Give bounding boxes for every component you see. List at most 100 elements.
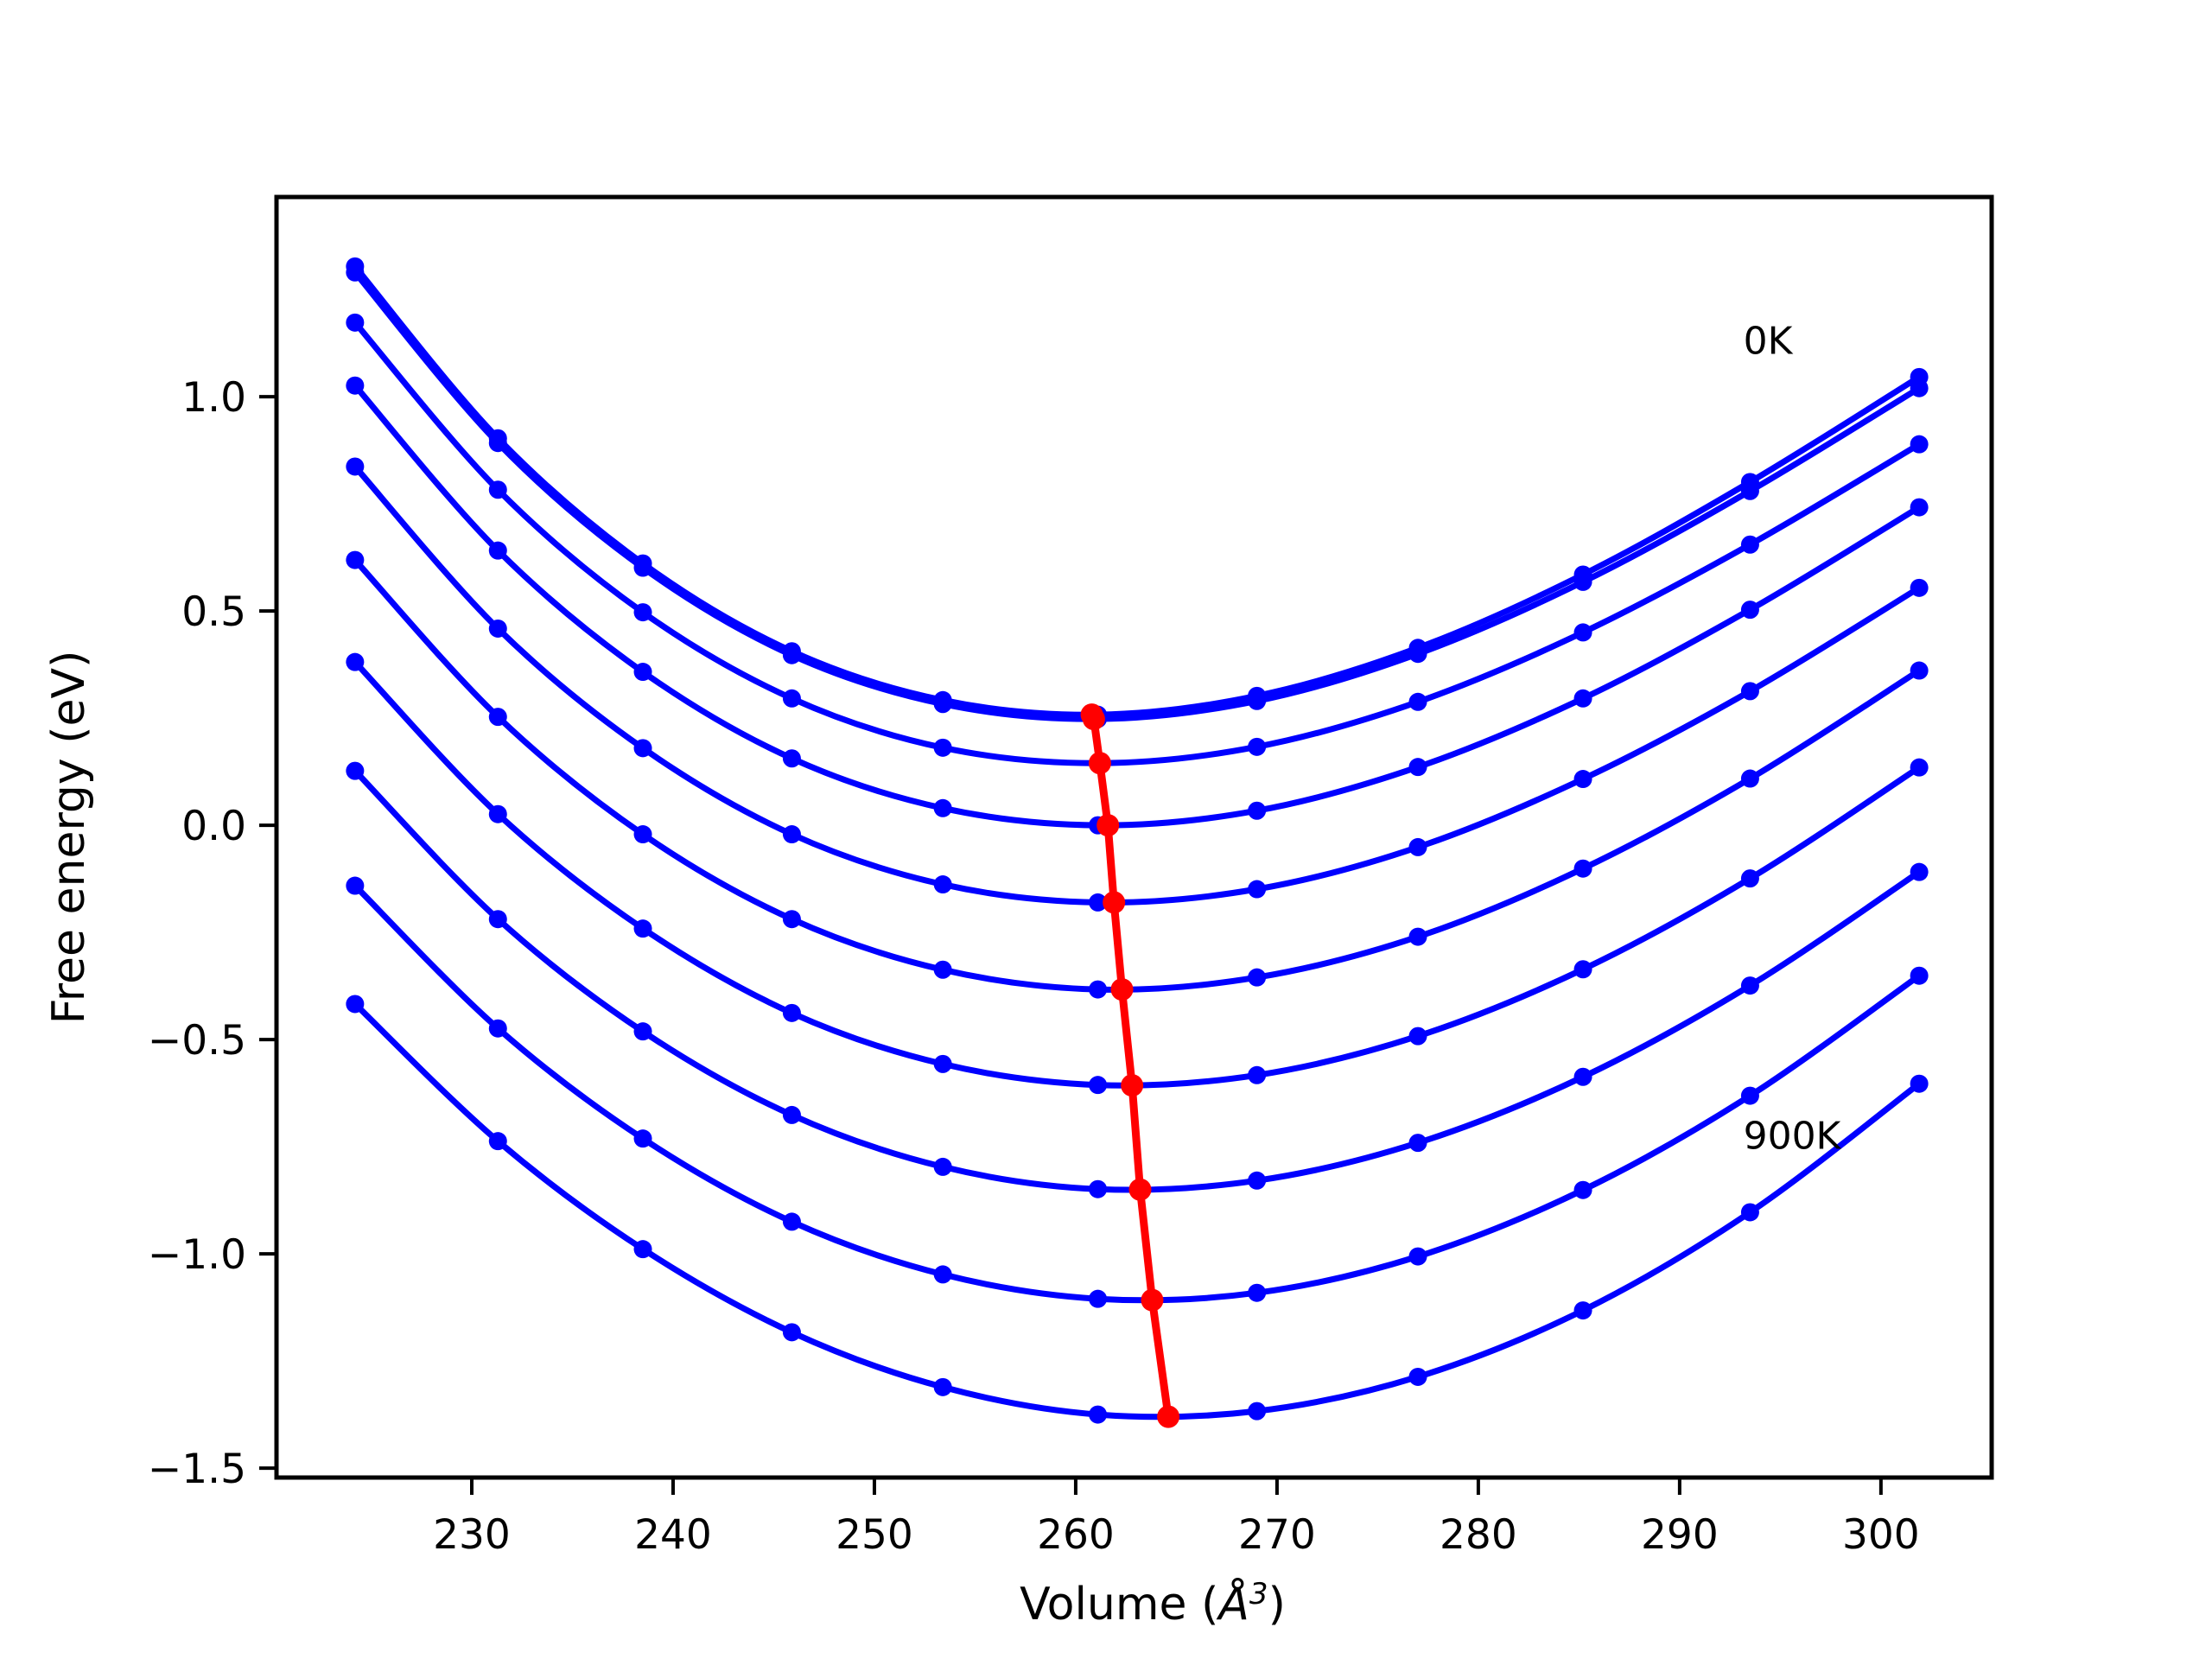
data-point-700K bbox=[1573, 1067, 1592, 1086]
data-point-700K bbox=[346, 761, 365, 780]
x-tick-label: 250 bbox=[836, 1511, 913, 1559]
data-point-200K bbox=[1910, 435, 1929, 454]
data-point-300K bbox=[633, 663, 652, 682]
free-energy-curve-500K bbox=[352, 556, 1923, 993]
minimum-point-300K bbox=[1096, 814, 1120, 837]
data-point-200K bbox=[633, 603, 652, 622]
data-point-700K bbox=[488, 910, 507, 929]
x-tick-label: 280 bbox=[1440, 1511, 1517, 1559]
data-point-300K bbox=[1910, 498, 1929, 517]
data-point-100K bbox=[633, 558, 652, 577]
data-point-300K bbox=[1573, 689, 1592, 708]
data-point-400K bbox=[488, 619, 507, 638]
data-point-600K bbox=[1408, 1027, 1427, 1046]
data-point-300K bbox=[346, 376, 365, 395]
data-point-700K bbox=[1089, 1179, 1108, 1198]
data-point-400K bbox=[782, 825, 801, 844]
x-axis-title-prefix: Volume ( bbox=[1020, 1579, 1219, 1630]
data-point-400K bbox=[1248, 880, 1267, 899]
data-point-900K bbox=[1248, 1402, 1267, 1421]
data-point-500K bbox=[1248, 968, 1267, 987]
data-point-200K bbox=[1740, 535, 1759, 554]
data-point-100K bbox=[1408, 645, 1427, 664]
minimum-point-700K bbox=[1128, 1178, 1152, 1201]
data-point-200K bbox=[782, 689, 801, 708]
data-point-400K bbox=[346, 457, 365, 476]
data-point-500K bbox=[346, 550, 365, 569]
data-point-900K bbox=[1408, 1367, 1427, 1386]
data-point-700K bbox=[1408, 1134, 1427, 1153]
y-tick-label: 0.0 bbox=[181, 803, 246, 850]
data-point-600K bbox=[1910, 758, 1929, 777]
minimum-point-200K bbox=[1088, 752, 1111, 775]
data-point-600K bbox=[633, 919, 652, 938]
minimum-point-500K bbox=[1110, 978, 1134, 1001]
data-point-800K bbox=[346, 876, 365, 895]
data-point-500K bbox=[1573, 859, 1592, 878]
free-energy-curve-400K bbox=[352, 463, 1923, 906]
y-axis-title: Free energy (eV) bbox=[43, 650, 95, 1025]
data-point-200K bbox=[933, 738, 952, 757]
data-point-500K bbox=[933, 960, 952, 979]
data-point-100K bbox=[346, 263, 365, 282]
data-point-700K bbox=[1910, 862, 1929, 881]
data-point-300K bbox=[488, 541, 507, 560]
y-tick-label: −1.5 bbox=[148, 1446, 246, 1493]
data-point-900K bbox=[633, 1240, 652, 1259]
data-point-800K bbox=[1408, 1247, 1427, 1266]
data-point-700K bbox=[933, 1157, 952, 1176]
data-point-400K bbox=[1740, 682, 1759, 701]
data-point-900K bbox=[933, 1377, 952, 1396]
data-point-500K bbox=[1408, 927, 1427, 946]
angstrom-symbol: Å bbox=[1218, 1579, 1249, 1630]
data-point-400K bbox=[1408, 837, 1427, 856]
data-point-100K bbox=[933, 695, 952, 714]
free-energy-curve-100K bbox=[352, 269, 1923, 722]
x-tick-label: 270 bbox=[1238, 1511, 1316, 1559]
data-point-600K bbox=[1248, 1065, 1267, 1084]
y-tick-label: −1.0 bbox=[148, 1231, 246, 1279]
x-tick-label: 230 bbox=[433, 1511, 511, 1559]
data-point-900K bbox=[346, 995, 365, 1014]
data-point-800K bbox=[782, 1212, 801, 1231]
data-point-100K bbox=[782, 645, 801, 664]
data-point-800K bbox=[1248, 1283, 1267, 1302]
data-point-800K bbox=[1089, 1289, 1108, 1308]
data-point-300K bbox=[1740, 601, 1759, 620]
data-point-200K bbox=[1573, 623, 1592, 642]
data-point-500K bbox=[1910, 661, 1929, 680]
data-point-600K bbox=[1089, 1076, 1108, 1095]
data-point-900K bbox=[1573, 1301, 1592, 1320]
temperature-curves bbox=[346, 257, 1929, 1424]
data-point-100K bbox=[1740, 481, 1759, 500]
data-point-700K bbox=[1248, 1171, 1267, 1190]
data-point-100K bbox=[1910, 378, 1929, 397]
y-tick-label: 1.0 bbox=[181, 374, 246, 422]
data-point-600K bbox=[1573, 960, 1592, 979]
data-point-800K bbox=[1740, 1086, 1759, 1105]
data-point-200K bbox=[346, 313, 365, 332]
annotation-900K: 900K bbox=[1743, 1114, 1841, 1159]
data-point-400K bbox=[1910, 578, 1929, 597]
plot-frame bbox=[274, 194, 1994, 1480]
data-point-400K bbox=[1089, 893, 1108, 912]
data-point-700K bbox=[782, 1105, 801, 1124]
minimum-point-100K bbox=[1082, 708, 1105, 731]
data-point-400K bbox=[633, 739, 652, 758]
x-axis: 230 240 250 260 270 280 290 300 bbox=[433, 1478, 1920, 1559]
x-axis-title-suffix: ) bbox=[1268, 1579, 1286, 1630]
y-tick-label: −0.5 bbox=[148, 1017, 246, 1065]
minimum-point-800K bbox=[1141, 1288, 1164, 1312]
data-point-400K bbox=[933, 875, 952, 894]
x-axis-title: Volume (Å3) bbox=[1020, 1577, 1286, 1630]
data-point-800K bbox=[1910, 966, 1929, 985]
minimum-point-400K bbox=[1103, 891, 1126, 914]
free-energy-curve-200K bbox=[352, 319, 1923, 766]
free-energy-curve-900K bbox=[352, 1001, 1923, 1421]
data-point-200K bbox=[1248, 737, 1267, 756]
data-point-400K bbox=[1573, 770, 1592, 789]
minimum-point-900K bbox=[1157, 1405, 1180, 1428]
equilibrium-minima-line bbox=[1080, 703, 1180, 1428]
